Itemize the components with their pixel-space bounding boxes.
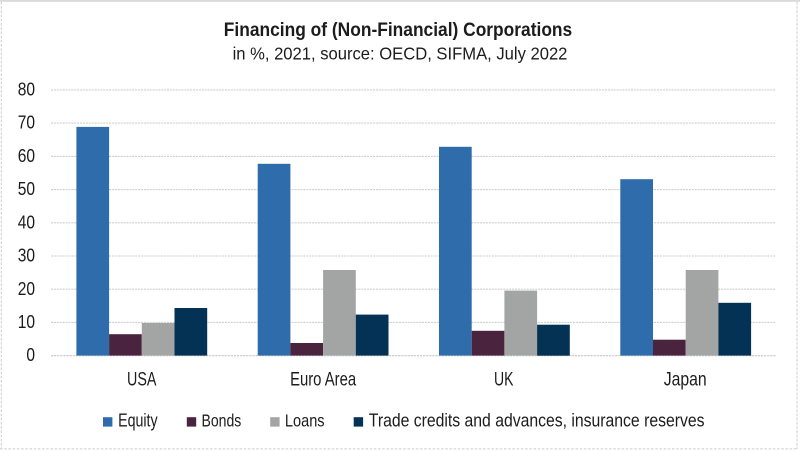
svg-text:Equity: Equity bbox=[118, 411, 158, 431]
svg-text:Financing of (Non-Financial) C: Financing of (Non-Financial) Corporation… bbox=[224, 18, 572, 40]
svg-text:0: 0 bbox=[26, 345, 35, 366]
svg-text:30: 30 bbox=[18, 245, 35, 266]
svg-text:Bonds: Bonds bbox=[202, 411, 242, 431]
svg-text:USA: USA bbox=[127, 369, 157, 390]
svg-text:UK: UK bbox=[494, 368, 513, 390]
svg-text:10: 10 bbox=[18, 312, 35, 333]
svg-text:80: 80 bbox=[18, 79, 35, 100]
svg-text:20: 20 bbox=[18, 279, 35, 300]
svg-text:Euro Area: Euro Area bbox=[290, 369, 356, 390]
svg-text:40: 40 bbox=[18, 212, 35, 233]
svg-text:60: 60 bbox=[18, 146, 35, 167]
svg-text:Japan: Japan bbox=[664, 368, 707, 390]
svg-text:Trade credits and advances, in: Trade credits and advances, insurance re… bbox=[369, 411, 705, 431]
svg-text:70: 70 bbox=[18, 112, 35, 133]
svg-text:Loans: Loans bbox=[285, 411, 325, 431]
svg-text:50: 50 bbox=[18, 179, 35, 200]
svg-text:in %, 2021, source: OECD, SIFM: in %, 2021, source: OECD, SIFMA, July 20… bbox=[233, 43, 568, 64]
